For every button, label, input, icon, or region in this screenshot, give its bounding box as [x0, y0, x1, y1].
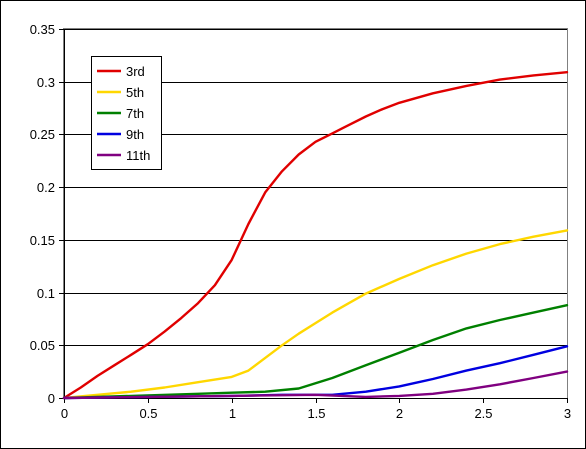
y-tick-label: 0.1 [37, 286, 55, 301]
series-line-11th [62, 370, 569, 400]
x-tick-label: 3 [564, 406, 571, 421]
y-tick-label: 0.2 [37, 180, 55, 195]
legend-label: 7th [126, 106, 144, 121]
legend: 3rd 5th 7th 9th 11th [91, 56, 162, 170]
y-tick-label: 0.15 [30, 233, 55, 248]
y-tick-label: 0 [48, 391, 55, 406]
legend-label: 9th [126, 127, 144, 142]
legend-label: 3rd [126, 64, 145, 79]
x-tick-label: 0.5 [139, 406, 157, 421]
series-lines [62, 71, 569, 400]
x-tick-label: 0 [61, 406, 68, 421]
x-tick-label: 1.5 [307, 406, 325, 421]
series-line-7th [62, 304, 569, 400]
y-tick-label: 0.25 [30, 127, 55, 142]
y-tick-label: 0.3 [37, 75, 55, 90]
x-tick-label: 1 [229, 406, 236, 421]
axes: 0 0.05 0.1 0.15 0.2 0.25 0.3 0.35 0 0.5 1 1.5 2 2.5 3 [30, 22, 571, 421]
x-tick-label: 2.5 [474, 406, 492, 421]
series-line-3rd [62, 71, 569, 400]
series-line-5th [62, 229, 569, 400]
legend-label: 5th [126, 85, 144, 100]
y-tick-label: 0.35 [30, 22, 55, 37]
x-tick-label: 2 [396, 406, 403, 421]
y-tick-label: 0.05 [30, 338, 55, 353]
legend-label: 11th [126, 148, 150, 163]
